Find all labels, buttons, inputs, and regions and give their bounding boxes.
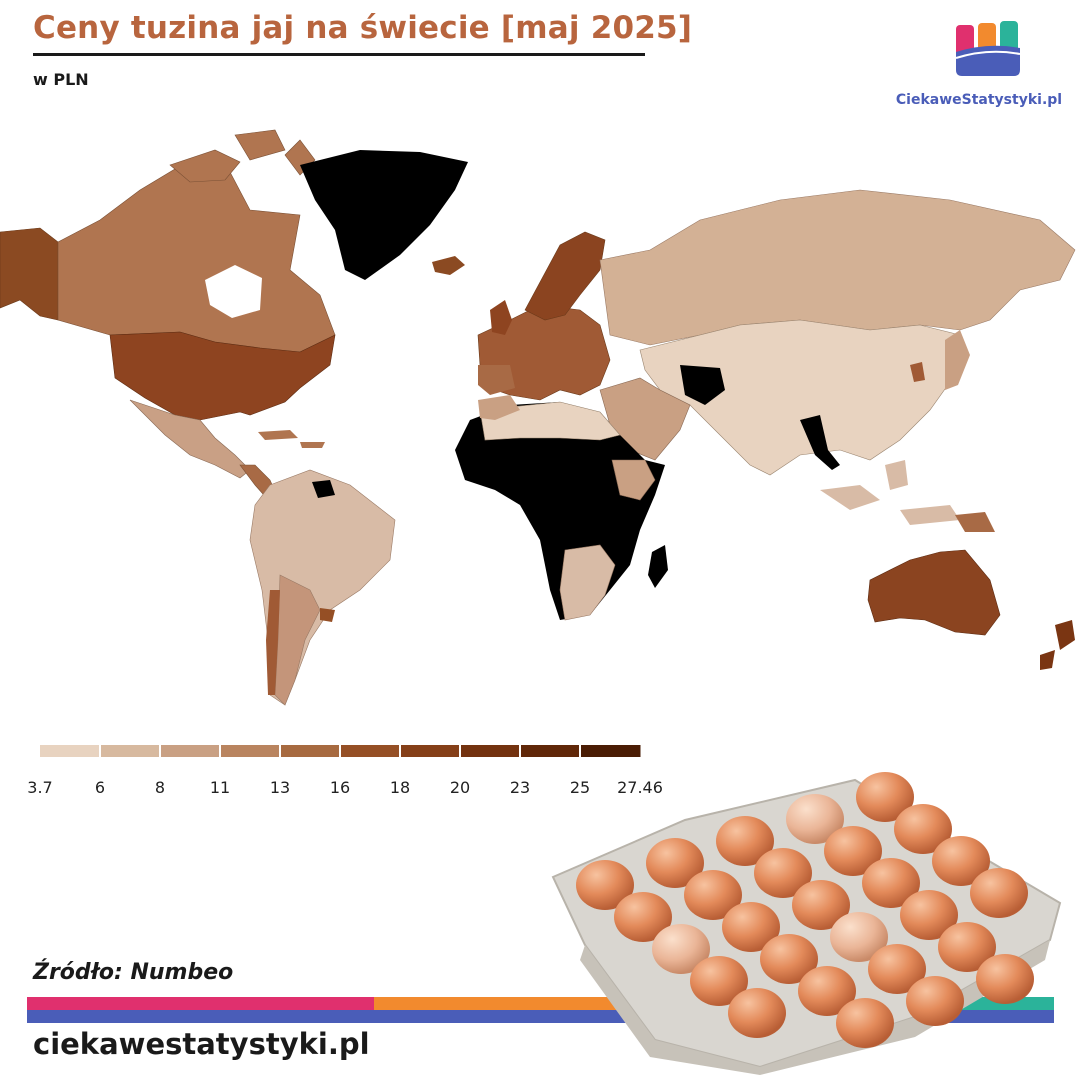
egg <box>690 956 748 1006</box>
egg <box>792 880 850 930</box>
legend-tick-label: 3.7 <box>27 778 53 797</box>
papua-new-guinea-region <box>955 512 995 532</box>
east-africa-region <box>611 459 656 501</box>
new-zealand-region <box>1040 620 1075 670</box>
canada-islands <box>169 129 316 183</box>
legend-swatch <box>220 745 281 757</box>
southern-africa-region <box>559 544 616 621</box>
egg <box>824 826 882 876</box>
egg-tray-image <box>551 772 1062 1075</box>
iberia-region <box>478 365 515 395</box>
legend-tick-label: 11 <box>209 778 231 797</box>
egg <box>652 924 710 974</box>
alaska-region <box>0 227 59 321</box>
iceland-region <box>432 256 465 275</box>
guyana-region <box>312 480 335 498</box>
egg <box>830 912 888 962</box>
legend-tick-label: 27.46 <box>617 778 663 797</box>
egg <box>906 976 964 1026</box>
scandinavia-region <box>524 231 606 321</box>
caribbean-region <box>258 430 325 448</box>
madagascar-region <box>648 545 668 588</box>
legend-tick-label: 16 <box>329 778 351 797</box>
egg <box>856 772 914 822</box>
egg <box>970 868 1028 918</box>
legend-tick-label: 20 <box>449 778 471 797</box>
legend-swatch <box>580 745 641 757</box>
egg <box>614 892 672 942</box>
egg <box>976 954 1034 1004</box>
legend-tick-label: 8 <box>154 778 166 797</box>
russia-region <box>599 189 1076 346</box>
color-legend <box>40 743 641 767</box>
legend-tick-label: 18 <box>389 778 411 797</box>
egg <box>754 848 812 898</box>
egg <box>862 858 920 908</box>
morocco-region <box>478 395 520 420</box>
legend-tick-label: 13 <box>269 778 291 797</box>
usa-region <box>109 331 336 421</box>
egg <box>716 816 774 866</box>
egg <box>760 934 818 984</box>
egg <box>684 870 742 920</box>
egg <box>894 804 952 854</box>
egg <box>938 922 996 972</box>
egg <box>798 966 856 1016</box>
site-url: ciekawestatystyki.pl <box>33 1027 370 1061</box>
canada-region <box>57 159 336 353</box>
hudson-bay <box>205 265 262 318</box>
southeast-asia-islands <box>820 460 960 525</box>
logo-icon <box>955 21 1021 76</box>
legend-swatch <box>460 745 521 757</box>
legend-tick-label: 23 <box>509 778 531 797</box>
egg <box>836 998 894 1048</box>
egg <box>900 890 958 940</box>
source-credit: Źródło: Numbeo <box>33 960 234 985</box>
asia-region <box>639 319 961 476</box>
stripe-pink <box>27 997 374 1010</box>
legend-swatch <box>400 745 461 757</box>
legend-swatch <box>340 745 401 757</box>
egg <box>722 902 780 952</box>
egg <box>932 836 990 886</box>
title-underline <box>33 53 645 56</box>
egg <box>646 838 704 888</box>
egg <box>786 794 844 844</box>
myanmar-region <box>800 415 840 470</box>
greenland-region <box>300 150 468 280</box>
egg <box>576 860 634 910</box>
page-title: Ceny tuzina jaj na świecie [maj 2025] <box>33 10 693 46</box>
legend-swatch <box>160 745 221 757</box>
egg <box>728 988 786 1038</box>
legend-swatch <box>100 745 161 757</box>
legend-swatch <box>40 745 101 757</box>
legend-tick-label: 6 <box>94 778 106 797</box>
japan-region <box>945 330 970 390</box>
afghanistan-region <box>680 365 725 405</box>
stripe-orange <box>374 997 674 1010</box>
legend-swatch <box>280 745 341 757</box>
mexico-region <box>129 399 251 479</box>
legend-tick-label: 25 <box>569 778 591 797</box>
egg-group <box>576 772 1034 1048</box>
legend-swatch <box>520 745 581 757</box>
unit-subtitle: w PLN <box>33 70 89 89</box>
chile-region <box>266 590 280 695</box>
south-korea-region <box>910 362 925 382</box>
uruguay-region <box>320 608 335 622</box>
australia-region <box>867 549 1001 636</box>
egg <box>868 944 926 994</box>
logo-text: CiekaweStatystyki.pl <box>895 92 1063 108</box>
world-map <box>0 129 1076 706</box>
uk-region <box>490 300 512 335</box>
